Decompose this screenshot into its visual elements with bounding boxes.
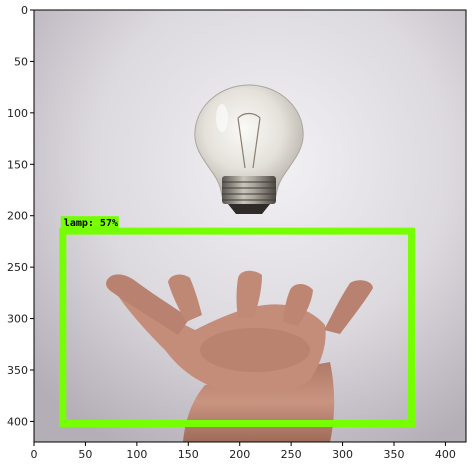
light-bulb bbox=[194, 84, 304, 214]
x-tick-label: 250 bbox=[281, 448, 302, 461]
x-tick-label: 350 bbox=[384, 448, 405, 461]
y-tick-label: 300 bbox=[7, 313, 28, 326]
y-tick-label: 400 bbox=[7, 415, 28, 428]
y-tick-label: 0 bbox=[21, 4, 28, 17]
image-frame bbox=[33, 9, 467, 443]
y-tick-label: 50 bbox=[14, 55, 28, 68]
x-tick-label: 400 bbox=[435, 448, 456, 461]
detection-label-background bbox=[60, 216, 119, 232]
y-tick-label: 250 bbox=[7, 261, 28, 274]
x-tick-label: 50 bbox=[78, 448, 92, 461]
detections-layer: lamp: 57% bbox=[59, 216, 415, 427]
detection-box bbox=[59, 227, 415, 427]
x-tick-label: 300 bbox=[332, 448, 353, 461]
x-tick-label: 0 bbox=[31, 448, 38, 461]
y-tick-label: 350 bbox=[7, 364, 28, 377]
y-tick-label: 100 bbox=[7, 107, 28, 120]
y-tick-label: 200 bbox=[7, 210, 28, 223]
detection-label: lamp: 57% bbox=[64, 218, 118, 229]
x-axis: 0 50 100 150 200 250 300 350 400 bbox=[31, 442, 456, 461]
y-tick-label: 150 bbox=[7, 158, 28, 171]
y-axis: 0 50 100 150 200 250 300 350 400 bbox=[7, 4, 34, 428]
x-tick-label: 150 bbox=[178, 448, 199, 461]
photo: lamp: 57% bbox=[34, 10, 466, 442]
x-tick-label: 200 bbox=[229, 448, 250, 461]
x-tick-label: 100 bbox=[126, 448, 147, 461]
